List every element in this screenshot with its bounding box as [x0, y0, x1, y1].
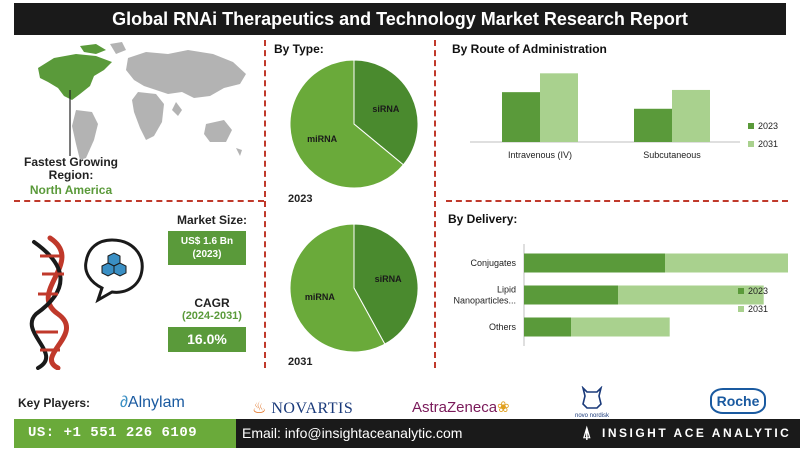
- footer-bar: Email: info@insightaceanalytic.com ⍋ INS…: [236, 419, 800, 448]
- brand-name: INSIGHT ACE ANALYTIC: [602, 426, 792, 440]
- cagr-value: 16.0%: [168, 327, 246, 352]
- route-bar-1-2031: [672, 89, 710, 142]
- phone-contact[interactable]: US: +1 551 226 6109: [14, 419, 236, 448]
- delivery-legend-label-2023: 2023: [748, 286, 768, 296]
- dna-molecule-icon: [29, 235, 144, 370]
- route-bar-1-2023: [634, 108, 672, 142]
- key-players-label: Key Players:: [18, 396, 91, 410]
- cagr-period: (2024-2031): [182, 310, 242, 322]
- delivery-legend-swatch-2023: [738, 288, 744, 294]
- novo-nordisk-logo-text: novo nordisk: [574, 413, 610, 419]
- pie-2023-label-mirna: miRNA: [307, 134, 338, 144]
- novo-nordisk-bull-icon: [581, 385, 603, 409]
- delivery-category-label: Nanoparticles...: [453, 296, 516, 306]
- route-bar-chart: Intravenous (IV) Subcutaneous 2023 2031: [470, 73, 778, 160]
- pie-2031-year: 2031: [288, 356, 313, 368]
- delivery-category-label: Others: [489, 322, 517, 332]
- route-legend-label-2031: 2031: [758, 139, 778, 149]
- route-title: By Route of Administration: [452, 42, 607, 56]
- route-bar-0-2023: [502, 92, 540, 142]
- alnylam-logo-text: Alnylam: [127, 394, 185, 411]
- divider-left-horizontal: [14, 200, 264, 202]
- divider-right: [434, 40, 436, 368]
- world-map-icon: [38, 42, 246, 160]
- pie-chart-2023: siRNA miRNA: [289, 59, 419, 189]
- delivery-category-label: Lipid: [497, 285, 516, 295]
- divider-left: [264, 40, 266, 368]
- market-size-box: US$ 1.6 Bn (2023): [168, 231, 246, 265]
- delivery-bar-2-2023: [524, 317, 571, 337]
- route-category-label: Intravenous (IV): [508, 150, 572, 160]
- novartis-logo-text: NOVARTIS: [271, 400, 354, 417]
- delivery-legend-label-2031: 2031: [748, 304, 768, 314]
- alnylam-logo: ∂Alnylam: [120, 394, 185, 412]
- pie-2023-label-sirna: siRNA: [372, 104, 400, 114]
- route-bar-0-2031: [540, 73, 578, 142]
- delivery-bar-1-2031: [618, 285, 764, 305]
- divider-right-horizontal: [446, 200, 788, 202]
- astrazeneca-symbol-icon: ❀: [497, 399, 510, 416]
- pie-2031-slice-mirna: [289, 223, 386, 353]
- novartis-logo: ♨ NOVARTIS: [252, 398, 353, 418]
- by-type-title: By Type:: [274, 42, 324, 56]
- pie-2031-label-mirna: miRNA: [305, 292, 336, 302]
- region-label: Fastest Growing Region:: [16, 156, 126, 182]
- roche-logo-text: Roche: [716, 393, 760, 409]
- novo-nordisk-logo: novo nordisk: [570, 385, 614, 419]
- route-legend-swatch-2031: [748, 141, 754, 147]
- pie-2023-slice-sirna: [353, 59, 419, 166]
- delivery-bar-0-2023: [524, 253, 665, 273]
- region-label-line2: Region:: [48, 168, 94, 182]
- market-size-year: (2023): [192, 249, 222, 260]
- email-contact[interactable]: Email: info@insightaceanalytic.com: [242, 425, 463, 441]
- cagr-label: CAGR: [194, 296, 230, 310]
- brand-logo-icon: ⍋: [582, 425, 592, 442]
- pie-2023-year: 2023: [288, 193, 313, 205]
- route-legend-swatch-2023: [748, 123, 754, 129]
- novartis-flame-icon: ♨: [252, 400, 267, 417]
- market-size-value: US$ 1.6 Bn: [180, 236, 234, 247]
- region-value: North America: [29, 183, 113, 197]
- pie-2023-slice-mirna: [289, 59, 405, 189]
- pie-chart-2031: siRNA miRNA: [289, 223, 419, 353]
- route-category-label: Subcutaneous: [643, 150, 701, 160]
- delivery-bar-2-2031: [571, 317, 670, 337]
- delivery-bar-1-2023: [524, 285, 618, 305]
- region-label-line1: Fastest Growing: [23, 155, 118, 169]
- pie-2031-label-sirna: siRNA: [375, 274, 403, 284]
- delivery-legend-swatch-2031: [738, 306, 744, 312]
- route-legend-label-2023: 2023: [758, 121, 778, 131]
- market-size-label: Market Size:: [176, 213, 248, 227]
- astrazeneca-logo: AstraZeneca❀: [412, 398, 510, 416]
- alnylam-swirl-icon: ∂: [120, 394, 128, 411]
- astrazeneca-logo-text: AstraZeneca: [412, 399, 498, 416]
- delivery-category-label: Conjugates: [470, 258, 516, 268]
- roche-logo: Roche: [710, 388, 766, 414]
- report-title: Global RNAi Therapeutics and Technology …: [14, 3, 786, 35]
- pie-2031-slice-sirna: [353, 223, 419, 345]
- delivery-bar-0-2031: [665, 253, 788, 273]
- delivery-title: By Delivery:: [448, 212, 518, 226]
